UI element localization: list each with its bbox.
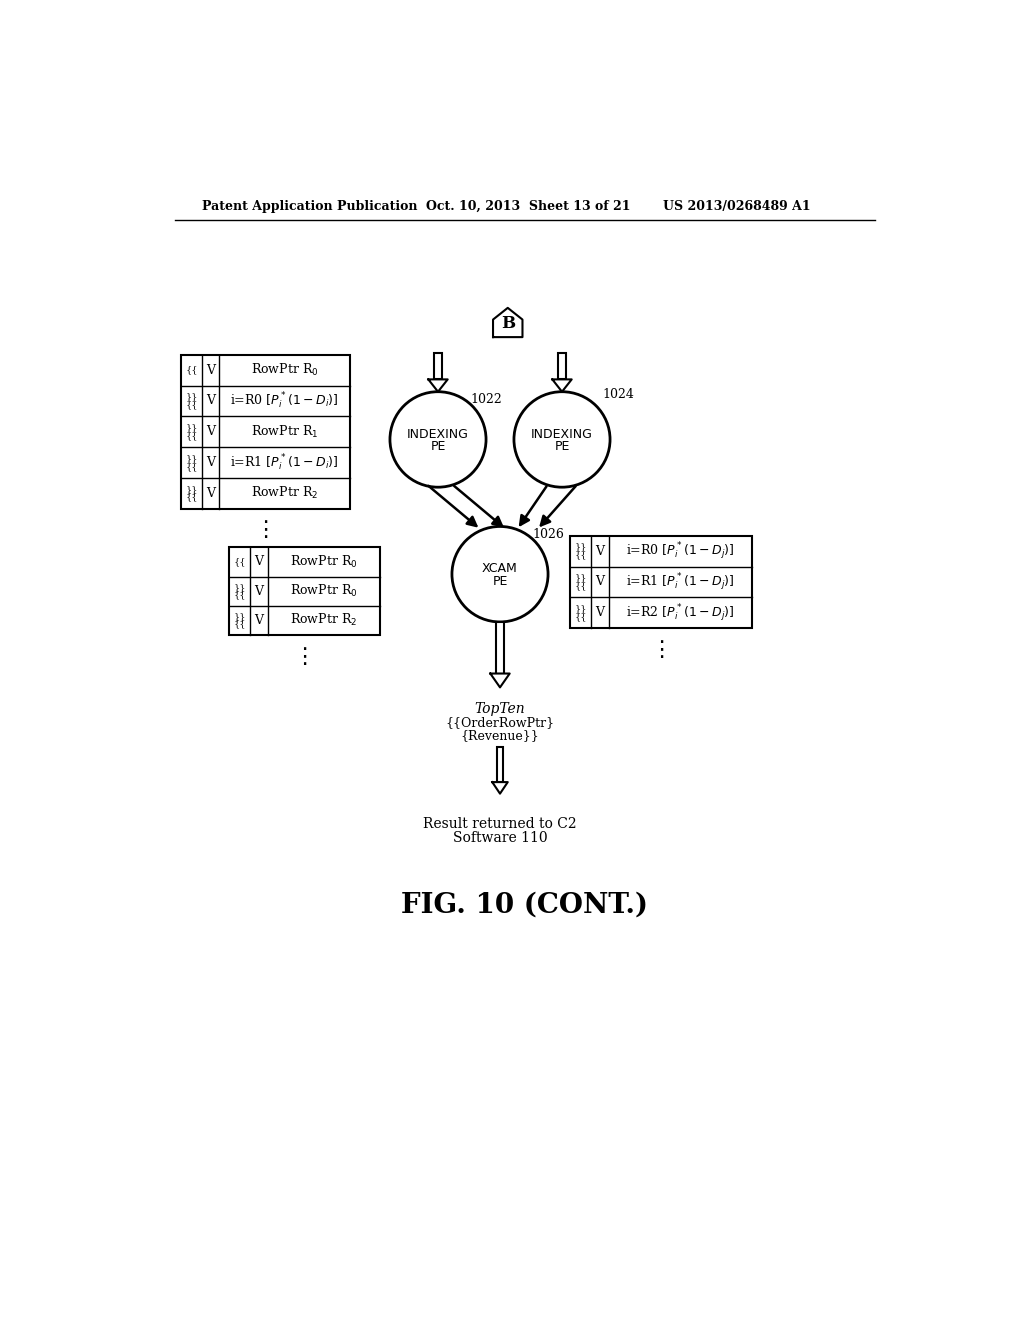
Text: TopTen: TopTen <box>475 702 525 715</box>
Text: }}: }} <box>233 583 246 591</box>
Text: ⋮: ⋮ <box>254 520 276 540</box>
Text: ⋮: ⋮ <box>293 647 315 667</box>
Bar <box>180 355 349 508</box>
Text: }}: }} <box>185 392 198 401</box>
Bar <box>496 622 504 673</box>
Text: V: V <box>255 585 263 598</box>
Text: PE: PE <box>493 574 508 587</box>
Text: }}: }} <box>185 424 198 433</box>
Text: i=R1 $[P_i^*(1 - D_i)]$: i=R1 $[P_i^*(1 - D_i)]$ <box>230 453 339 473</box>
Text: {{: {{ <box>185 400 198 409</box>
Text: V: V <box>207 395 215 408</box>
Bar <box>228 548 380 635</box>
Text: }}: }} <box>574 543 587 552</box>
Polygon shape <box>490 673 510 688</box>
Text: 1026: 1026 <box>532 528 564 541</box>
Text: V: V <box>596 606 604 619</box>
Text: RowPtr R$_0$: RowPtr R$_0$ <box>290 583 357 599</box>
Text: RowPtr R$_1$: RowPtr R$_1$ <box>251 424 318 440</box>
Text: Oct. 10, 2013  Sheet 13 of 21: Oct. 10, 2013 Sheet 13 of 21 <box>426 199 631 213</box>
Bar <box>558 354 566 379</box>
Text: RowPtr R$_2$: RowPtr R$_2$ <box>290 612 357 628</box>
Text: V: V <box>596 576 604 589</box>
Text: }}: }} <box>574 605 587 614</box>
Text: i=R1 $[P_i^*(1 - D_j)]$: i=R1 $[P_i^*(1 - D_j)]$ <box>626 572 734 593</box>
Polygon shape <box>428 379 447 392</box>
Text: }}: }} <box>574 574 587 582</box>
Text: {{: {{ <box>574 612 587 620</box>
Text: RowPtr R$_0$: RowPtr R$_0$ <box>251 362 318 379</box>
Text: PE: PE <box>554 440 569 453</box>
Text: Result returned to C2: Result returned to C2 <box>423 817 577 832</box>
Text: {{OrderRowPtr}: {{OrderRowPtr} <box>445 717 555 730</box>
Polygon shape <box>493 308 522 337</box>
Text: {{: {{ <box>233 620 246 628</box>
Text: PE: PE <box>430 440 445 453</box>
Text: i=R0 $[P_i^*(1 - D_i)]$: i=R0 $[P_i^*(1 - D_i)]$ <box>230 391 339 411</box>
Text: RowPtr R$_0$: RowPtr R$_0$ <box>290 554 357 570</box>
Text: V: V <box>255 556 263 569</box>
Text: ⋮: ⋮ <box>649 640 672 660</box>
Text: V: V <box>207 425 215 438</box>
Bar <box>434 354 442 379</box>
Text: {{: {{ <box>185 492 198 502</box>
Text: V: V <box>207 363 215 376</box>
Text: }}: }} <box>233 612 246 620</box>
Text: Patent Application Publication: Patent Application Publication <box>202 199 417 213</box>
Text: FIG. 10 (CONT.): FIG. 10 (CONT.) <box>401 892 648 919</box>
Text: Software 110: Software 110 <box>453 830 547 845</box>
Text: {{: {{ <box>574 581 587 590</box>
Text: {{: {{ <box>233 557 246 566</box>
Text: V: V <box>207 455 215 469</box>
Polygon shape <box>493 781 508 793</box>
Text: 1024: 1024 <box>602 388 634 401</box>
Text: }}: }} <box>185 454 198 463</box>
Text: i=R0 $[P_i^*(1 - D_j)]$: i=R0 $[P_i^*(1 - D_j)]$ <box>626 541 734 561</box>
Text: {{: {{ <box>185 462 198 471</box>
Text: INDEXING: INDEXING <box>408 428 469 441</box>
Text: {{: {{ <box>233 590 246 599</box>
Text: V: V <box>255 614 263 627</box>
Text: {{: {{ <box>574 550 587 560</box>
Text: V: V <box>207 487 215 500</box>
Text: {{: {{ <box>185 432 198 440</box>
Text: {{: {{ <box>185 366 198 375</box>
Text: }}: }} <box>185 484 198 494</box>
Bar <box>497 747 503 781</box>
Text: US 2013/0268489 A1: US 2013/0268489 A1 <box>663 199 810 213</box>
Text: V: V <box>596 545 604 557</box>
Polygon shape <box>552 379 571 392</box>
Text: XCAM: XCAM <box>482 562 518 576</box>
Text: 1022: 1022 <box>471 393 503 407</box>
Text: RowPtr R$_2$: RowPtr R$_2$ <box>251 486 318 502</box>
Bar <box>569 536 752 628</box>
Text: B: B <box>501 315 515 333</box>
Text: INDEXING: INDEXING <box>531 428 593 441</box>
Text: i=R2 $[P_i^*(1 - D_j)]$: i=R2 $[P_i^*(1 - D_j)]$ <box>626 602 734 623</box>
Text: {Revenue}}: {Revenue}} <box>461 730 540 742</box>
